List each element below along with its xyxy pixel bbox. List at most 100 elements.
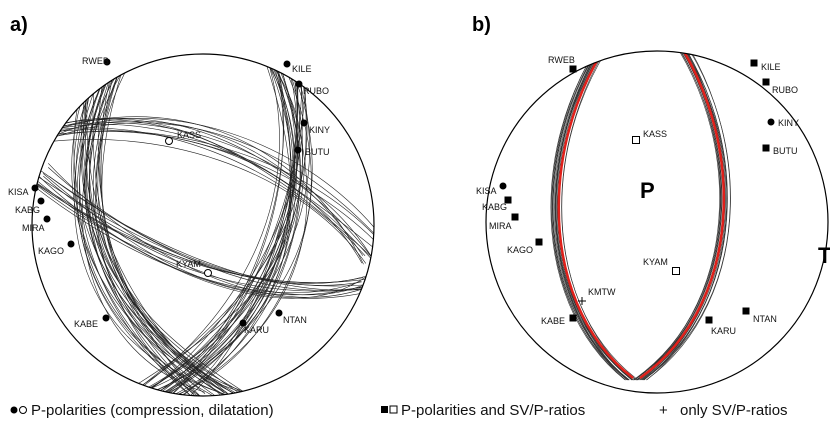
compression-marker (742, 307, 750, 315)
legend-text: P-polarities (compression, dilatation) (31, 402, 274, 419)
nodal-plane (175, 55, 313, 396)
region-label: T (818, 243, 830, 268)
nodal-plane (32, 168, 369, 284)
station-label: NTAN (283, 315, 307, 325)
nodal-plane (36, 118, 374, 255)
station-label: KABG (482, 202, 507, 212)
nodal-plane (636, 51, 722, 381)
compression-marker (569, 314, 577, 322)
nodal-plane (82, 54, 203, 396)
best-plane (639, 51, 725, 380)
panel-label: b) (472, 14, 491, 36)
legend-symbol (381, 406, 388, 413)
stations: RWEB KILE RUBO KINY BUTU KASS KISA KABG MIRA KAGO… (8, 55, 799, 336)
nodal-plane (85, 54, 204, 396)
nodal-plane (32, 120, 364, 256)
nodal-plane (642, 51, 728, 381)
compression-marker (294, 146, 302, 154)
nodal-plane (32, 174, 362, 286)
station-label: KYAM (643, 257, 668, 267)
nodal-plane (153, 54, 301, 396)
nodal-plane (32, 165, 362, 294)
nodal-plane (32, 139, 367, 264)
nodal-plane (157, 54, 297, 396)
station-label: BUTU (305, 147, 330, 157)
nodal-plane (39, 130, 374, 260)
station-label: KISA (8, 187, 29, 197)
nodal-plane (643, 51, 731, 381)
nodal-plane (147, 54, 304, 392)
station-label: RWEB (548, 55, 575, 65)
legend-symbol (10, 406, 18, 414)
nodal-plane (35, 118, 374, 267)
compression-marker (750, 59, 758, 67)
compression-marker (103, 58, 111, 66)
station-label: KILE (292, 64, 312, 74)
compression-marker (569, 65, 577, 73)
station-label: KINY (778, 118, 799, 128)
station-label: KILE (761, 62, 781, 72)
compression-marker (67, 240, 75, 248)
legend-text: only SV/P-ratios (680, 402, 788, 419)
dilatation-marker (632, 136, 640, 144)
nodal-plane (137, 54, 296, 396)
region-label: P (640, 178, 655, 203)
station-label: KARU (244, 325, 269, 335)
station-label: KMTW (588, 287, 616, 297)
compression-marker (283, 60, 291, 68)
nodal-plane (152, 54, 292, 393)
legend-symbol: + (659, 402, 668, 419)
nodal-plane (32, 127, 366, 256)
nodal-plane (646, 51, 731, 381)
station-label: KASS (643, 129, 667, 139)
nodal-plane (101, 54, 254, 396)
nodal-plane (142, 54, 312, 396)
nodal-plane (76, 54, 221, 396)
station-label: KISA (476, 186, 497, 196)
compression-marker (43, 215, 51, 223)
dilatation-marker (165, 137, 173, 145)
station-label: MIRA (489, 221, 512, 231)
nodal-plane (37, 124, 374, 266)
station-label: MIRA (22, 223, 45, 233)
station-label: KINY (309, 125, 330, 135)
nodal-plane (156, 60, 285, 394)
dilatation-marker (204, 269, 212, 277)
focal-sphere-b (485, 50, 829, 394)
station-label: KABE (74, 319, 98, 329)
nodal-plane (170, 59, 291, 393)
nodal-plane (147, 54, 310, 396)
compression-marker (762, 144, 770, 152)
station-label: KYAM (176, 259, 201, 269)
station-label: NTAN (753, 314, 777, 324)
nodal-plane (45, 122, 374, 258)
nodal-plane (97, 54, 206, 395)
nodal-plane (154, 54, 308, 396)
nodal-planes-a (32, 54, 374, 396)
compression-marker (275, 309, 283, 317)
focal-sphere-a (31, 53, 375, 397)
nodal-plane (142, 54, 307, 396)
nodal-plane (89, 54, 225, 394)
nodal-plane (131, 54, 294, 396)
station-label: KABE (541, 316, 565, 326)
compression-marker (37, 197, 45, 205)
compression-marker (511, 213, 519, 221)
nodal-plane (71, 54, 233, 396)
station-label: BUTU (773, 146, 798, 156)
legend-symbol (389, 405, 398, 414)
compression-marker (767, 118, 775, 126)
legend-symbol (19, 406, 27, 414)
nodal-plane (636, 51, 723, 381)
station-label: KARU (711, 326, 736, 336)
nodal-plane (125, 54, 292, 396)
compression-marker (295, 80, 303, 88)
compression-marker (300, 119, 308, 127)
nodal-plane (89, 54, 231, 396)
ratio-marker (578, 297, 586, 305)
nodal-plane (82, 54, 206, 393)
nodal-plane (32, 169, 367, 296)
nodal-plane (42, 173, 374, 296)
compression-marker (535, 238, 543, 246)
